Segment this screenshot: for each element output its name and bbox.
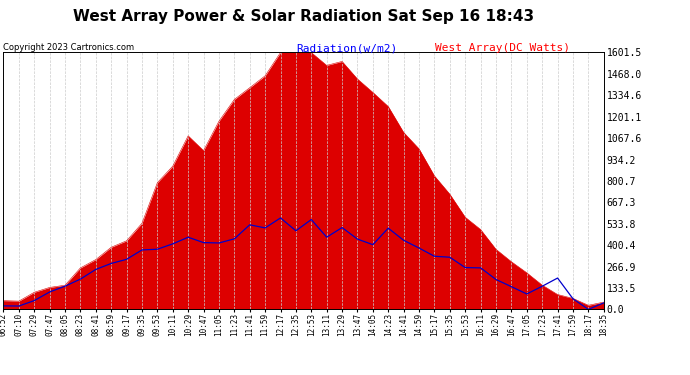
Text: West Array(DC Watts): West Array(DC Watts) <box>435 43 570 53</box>
Text: Copyright 2023 Cartronics.com: Copyright 2023 Cartronics.com <box>3 43 135 52</box>
Text: West Array Power & Solar Radiation Sat Sep 16 18:43: West Array Power & Solar Radiation Sat S… <box>73 9 534 24</box>
Text: Radiation(w/m2): Radiation(w/m2) <box>297 43 398 53</box>
